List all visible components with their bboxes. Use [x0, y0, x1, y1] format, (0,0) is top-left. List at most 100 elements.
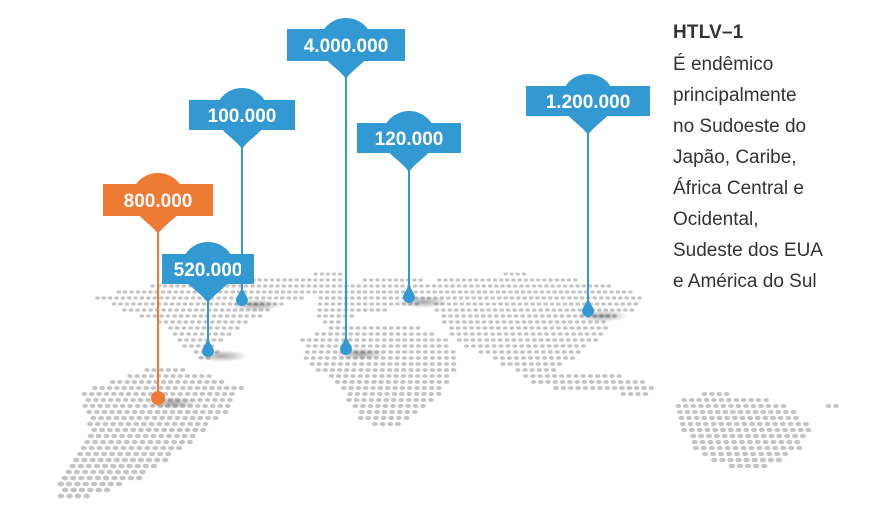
map-dot [108, 451, 116, 457]
map-dot [482, 290, 488, 294]
map-dot [797, 427, 804, 433]
map-dot [350, 302, 355, 306]
map-dot [213, 308, 218, 312]
map-dot [205, 415, 211, 421]
map-dot [135, 475, 143, 481]
map-dot [114, 296, 119, 300]
map-dot [803, 421, 809, 427]
map-dot [562, 302, 568, 306]
map-dot [131, 409, 138, 415]
map-dot [364, 374, 371, 378]
map-dot [518, 308, 524, 312]
map-dot [405, 398, 412, 402]
map-dot [280, 296, 285, 300]
map-dot [547, 320, 553, 324]
map-dot [388, 290, 393, 294]
map-dot [554, 296, 559, 300]
map-dot [203, 320, 209, 324]
map-dot [540, 350, 546, 354]
map-dot [778, 439, 785, 445]
map-dot [720, 403, 727, 409]
map-dot [189, 433, 196, 439]
marker-label-box [162, 254, 254, 284]
map-dot [223, 386, 230, 390]
map-dot [564, 308, 570, 312]
map-dot [402, 344, 408, 348]
map-dot [197, 338, 203, 342]
map-dot [394, 356, 400, 360]
marker-pin [403, 283, 415, 303]
map-dot [158, 433, 165, 439]
map-dot [327, 338, 333, 342]
map-dot [544, 308, 550, 312]
map-dot [342, 380, 348, 384]
map-dot [558, 290, 564, 294]
map-dot [505, 308, 511, 312]
map-dot [105, 457, 112, 463]
map-dot [393, 368, 400, 372]
map-dot [459, 302, 465, 306]
map-dot [703, 398, 710, 402]
map-dot [465, 296, 470, 300]
map-dot [121, 457, 128, 463]
map-dot [381, 284, 387, 288]
map-dot [319, 278, 324, 282]
description-line: no Sudoeste do [673, 116, 807, 137]
map-dot [226, 332, 232, 336]
map-dot [299, 290, 305, 294]
map-dot [163, 439, 170, 445]
map-dot [199, 409, 206, 415]
map-dot [522, 368, 528, 372]
map-dot [361, 332, 367, 336]
map-dot [331, 284, 337, 288]
map-dot [77, 463, 84, 469]
map-dot [701, 415, 708, 421]
map-dot [321, 332, 327, 336]
map-dot [120, 445, 127, 451]
map-dot [170, 374, 176, 378]
map-dot [443, 368, 450, 372]
map-dot [728, 463, 735, 469]
map-dot [463, 290, 469, 294]
map-dot [100, 398, 107, 402]
map-dot [388, 344, 394, 348]
map-dot [101, 463, 109, 469]
map-dot [234, 326, 240, 330]
map-dot [503, 296, 508, 300]
map-dot [744, 463, 752, 469]
map-dot [419, 290, 425, 294]
map-dot [682, 403, 689, 409]
map-dot [351, 368, 357, 372]
map-dot [687, 421, 694, 427]
map-dots [57, 272, 839, 499]
map-dot [104, 445, 111, 451]
map-dot [394, 296, 400, 300]
map-dot [402, 338, 408, 342]
map-dot [214, 302, 220, 306]
map-dot [520, 290, 526, 294]
map-dot [395, 350, 401, 354]
map-dot [407, 380, 413, 384]
map-dot [434, 308, 440, 312]
map-dot [87, 487, 94, 493]
map-dot [579, 338, 585, 342]
map-dot [237, 314, 243, 318]
map-dot [121, 386, 127, 390]
map-dot [226, 308, 231, 312]
description-line: Japão, Caribe, [673, 147, 797, 168]
map-dot [436, 368, 443, 372]
map-dot [388, 415, 395, 421]
map-dot [140, 421, 147, 427]
map-dot [622, 308, 628, 312]
map-dot [533, 350, 540, 354]
map-dot [369, 302, 375, 306]
map-dot [187, 421, 194, 427]
map-dot [429, 368, 435, 372]
map-dot [135, 290, 141, 294]
map-dot [614, 302, 619, 306]
map-dot [111, 433, 118, 439]
map-dot [136, 415, 143, 421]
marker-value: 120.000 [375, 129, 444, 150]
map-dot [73, 469, 81, 475]
map-dot [97, 403, 103, 409]
